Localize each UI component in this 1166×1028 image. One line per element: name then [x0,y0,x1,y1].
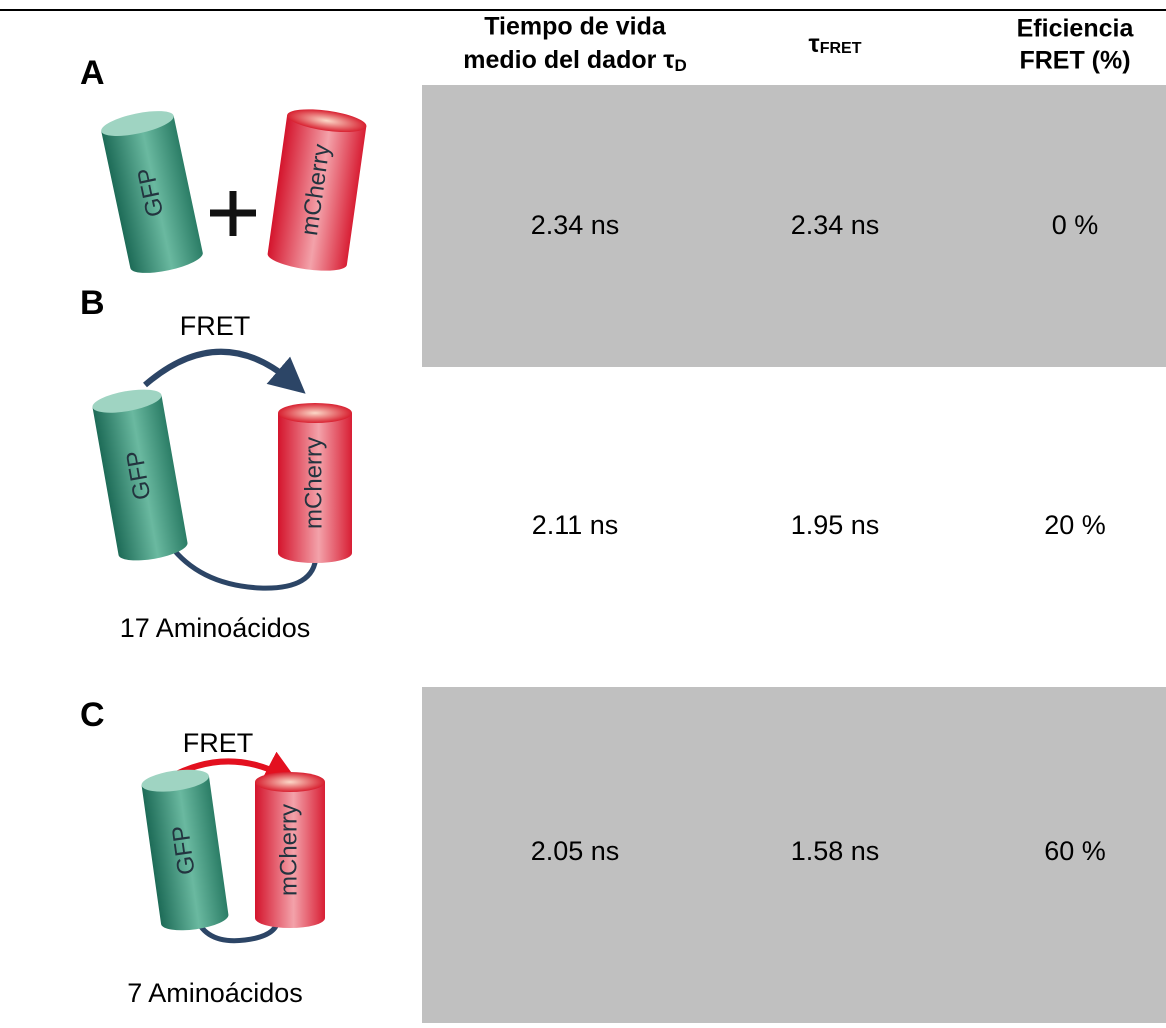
figure: Tiempo de vida medio del dador τD τ FRET … [0,0,1166,1023]
protein-label: mCherry [275,804,302,896]
arrow-label: FRET [183,728,254,758]
table-cell: 2.11 ns [532,510,619,540]
mcherry-cylinder: mCherry [278,403,352,563]
fret-arrow [145,352,292,385]
header: medio del dador τD [463,46,686,76]
table-cell: 20 % [1044,510,1106,540]
header: FRET (%) [1019,47,1130,75]
table-cell: 0 % [1052,210,1099,240]
table-cell: 2.34 ns [791,210,880,240]
panel-label: B [80,284,105,322]
gfp-cylinder: GFP [91,385,189,565]
page: Tiempo de vida medio del dador τD τ FRET … [0,0,1166,1023]
panel-label: C [80,696,105,734]
header: medio del dador τ [463,46,674,74]
header: Tiempo de vida [484,13,667,41]
table-cell: 2.05 ns [531,836,620,866]
panel-label: A [80,54,105,92]
mcherry-cylinder: mCherry [255,772,325,928]
table-cell: 1.95 ns [791,510,880,540]
linker-label: 7 Aminoácidos [127,978,303,1008]
header: τ [809,30,820,58]
mcherry-cylinder: mCherry [266,105,367,275]
table-cell: 1.58 ns [791,836,880,866]
plus-sign [210,191,256,236]
arrow-label: FRET [180,311,251,341]
header-sub: FRET [820,40,862,57]
table-cell: 60 % [1044,836,1106,866]
gfp-cylinder: GFP [99,106,205,278]
linker-label: 17 Aminoácidos [120,613,311,643]
protein-label: mCherry [300,437,327,529]
gfp-cylinder: GFP [140,766,230,934]
header-sub: D [674,56,686,75]
table-cell: 2.34 ns [531,210,620,240]
header: τFRET [809,30,862,58]
header: Eficiencia [1017,15,1135,43]
